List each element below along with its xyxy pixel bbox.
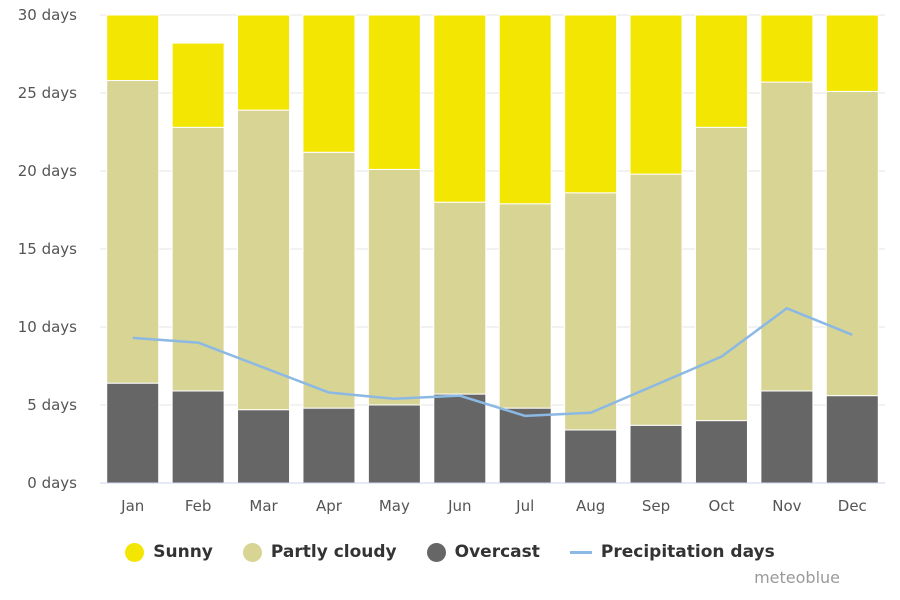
x-tick-label: Feb bbox=[185, 497, 212, 515]
bar-overcast-jul[interactable] bbox=[498, 407, 552, 484]
legend-swatch-overcast bbox=[426, 542, 446, 562]
bar-partly-cloudy-jan[interactable] bbox=[106, 80, 160, 384]
bar-partly-cloudy-sep[interactable] bbox=[629, 173, 683, 426]
bar-overcast-apr[interactable] bbox=[302, 407, 356, 484]
bar-overcast-dec[interactable] bbox=[825, 395, 879, 484]
bar-overcast-sep[interactable] bbox=[629, 424, 683, 484]
bar-sunny-jul[interactable] bbox=[498, 14, 552, 205]
legend-item-partly-cloudy[interactable]: Partly cloudy bbox=[242, 542, 397, 562]
y-tick-label: 0 days bbox=[27, 474, 77, 492]
bar-overcast-jan[interactable] bbox=[106, 382, 160, 484]
x-tick-label: Oct bbox=[708, 497, 734, 515]
x-tick-label: Dec bbox=[838, 497, 867, 515]
x-tick-label: May bbox=[379, 497, 410, 515]
bar-partly-cloudy-jun[interactable] bbox=[433, 201, 487, 395]
bar-overcast-feb[interactable] bbox=[171, 390, 225, 484]
bar-partly-cloudy-mar[interactable] bbox=[237, 109, 291, 411]
bar-overcast-may[interactable] bbox=[367, 404, 421, 484]
y-tick-label: 20 days bbox=[18, 162, 77, 180]
credit-text: meteoblue bbox=[754, 568, 840, 587]
bar-sunny-mar[interactable] bbox=[237, 14, 291, 111]
bar-sunny-dec[interactable] bbox=[825, 14, 879, 92]
legend-label: Overcast bbox=[454, 542, 540, 562]
bar-sunny-aug[interactable] bbox=[564, 14, 618, 194]
bar-sunny-jan[interactable] bbox=[106, 14, 160, 82]
x-tick-label: Jan bbox=[120, 497, 144, 515]
bar-overcast-nov[interactable] bbox=[760, 390, 814, 484]
bar-partly-cloudy-apr[interactable] bbox=[302, 151, 356, 409]
legend-item-sunny[interactable]: Sunny bbox=[125, 542, 213, 562]
precipitation-days-series-line[interactable] bbox=[132, 307, 853, 418]
bar-sunny-sep[interactable] bbox=[629, 14, 683, 175]
legend-label: Partly cloudy bbox=[270, 542, 397, 562]
legend-swatch-sunny bbox=[125, 542, 145, 562]
bar-partly-cloudy-dec[interactable] bbox=[825, 90, 879, 397]
legend-label: Precipitation days bbox=[600, 542, 775, 562]
bar-sunny-nov[interactable] bbox=[760, 14, 814, 83]
x-tick-label: Jun bbox=[447, 497, 471, 515]
y-tick-label: 10 days bbox=[18, 318, 77, 336]
stacked-bar-chart: 0 days 5 days 10 days 15 days 20 days 25 days… bbox=[18, 6, 885, 515]
bar-sunny-jun[interactable] bbox=[433, 14, 487, 203]
legend-item-precipitation-days[interactable]: Precipitation days bbox=[569, 542, 775, 562]
bar-overcast-aug[interactable] bbox=[564, 429, 618, 484]
bar-overcast-mar[interactable] bbox=[237, 409, 291, 484]
grid-lines bbox=[100, 14, 885, 484]
x-tick-label: Apr bbox=[316, 497, 343, 515]
legend-swatch-precipitation-days bbox=[569, 550, 592, 554]
y-axis: 0 days 5 days 10 days 15 days 20 days 25 days… bbox=[18, 6, 77, 492]
bar-sunny-feb[interactable] bbox=[171, 42, 225, 128]
x-axis: Jan Feb Mar Apr May Jun Jul Aug Sep Oct Nov Dec bbox=[100, 482, 885, 515]
y-tick-label: 25 days bbox=[18, 84, 77, 102]
bars bbox=[106, 14, 879, 484]
y-tick-label: 30 days bbox=[18, 6, 77, 24]
precipitation-line bbox=[132, 307, 853, 418]
x-tick-label: Nov bbox=[772, 497, 801, 515]
bar-partly-cloudy-oct[interactable] bbox=[694, 126, 748, 422]
bar-partly-cloudy-may[interactable] bbox=[367, 168, 421, 406]
bar-partly-cloudy-nov[interactable] bbox=[760, 81, 814, 392]
x-tick-label: Mar bbox=[249, 497, 278, 515]
bar-overcast-oct[interactable] bbox=[694, 420, 748, 484]
legend-swatch-partly-cloudy bbox=[242, 542, 262, 562]
x-tick-label: Aug bbox=[576, 497, 605, 515]
bar-sunny-oct[interactable] bbox=[694, 14, 748, 128]
bar-partly-cloudy-jul[interactable] bbox=[498, 203, 552, 409]
bar-partly-cloudy-feb[interactable] bbox=[171, 126, 225, 392]
bar-sunny-may[interactable] bbox=[367, 14, 421, 170]
legend-label: Sunny bbox=[153, 542, 213, 562]
bar-sunny-apr[interactable] bbox=[302, 14, 356, 153]
bar-partly-cloudy-aug[interactable] bbox=[564, 192, 618, 431]
y-tick-label: 5 days bbox=[27, 396, 77, 414]
x-tick-label: Jul bbox=[515, 497, 534, 515]
x-tick-label: Sep bbox=[642, 497, 670, 515]
bar-overcast-jun[interactable] bbox=[433, 393, 487, 484]
legend: Sunny Partly cloudy Overcast Precipitati… bbox=[0, 542, 900, 562]
y-tick-label: 15 days bbox=[18, 240, 77, 258]
legend-item-overcast[interactable]: Overcast bbox=[426, 542, 540, 562]
